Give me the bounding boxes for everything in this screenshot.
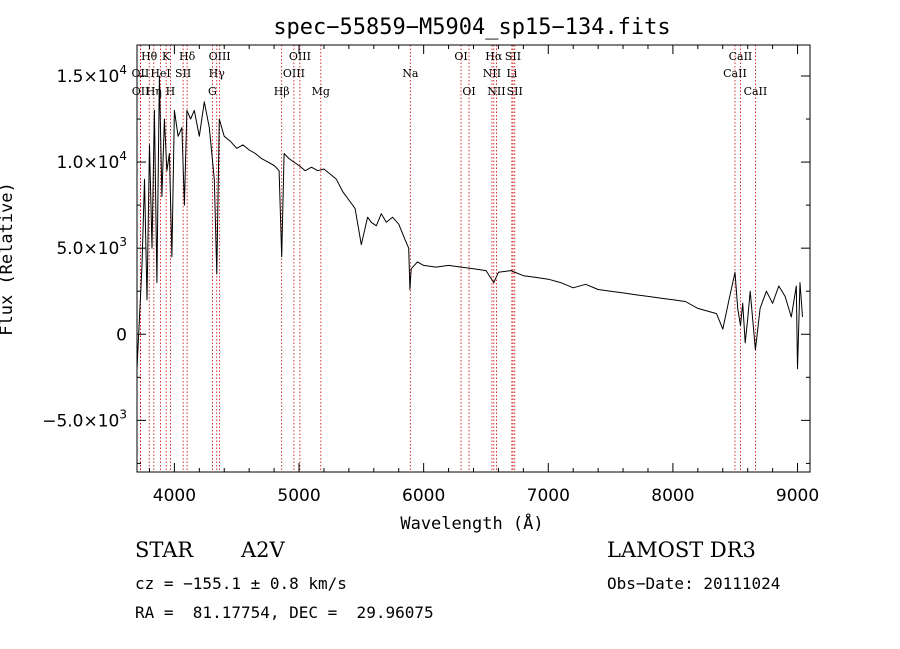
spectral-line-label: G — [208, 85, 217, 98]
spectrum-line — [136, 75, 803, 370]
object-subclass: A2V — [241, 538, 285, 562]
spectral-line-label: CaII — [723, 67, 747, 80]
spectral-line-label: Mg — [312, 85, 330, 98]
spectrum-series — [136, 75, 803, 370]
x-tick-label: 4000 — [153, 486, 196, 506]
x-tick-label: 5000 — [277, 486, 320, 506]
x-tick-label: 8000 — [651, 486, 694, 506]
redshift-readout: cz = −155.1 ± 0.8 km/s — [135, 574, 347, 593]
y-tick-exponent: 3 — [119, 235, 127, 249]
y-tick-exponent: 4 — [119, 149, 127, 163]
y-tick-exponent: 3 — [119, 407, 127, 421]
spectral-line-label: Hδ — [179, 50, 196, 63]
y-tick-mantissa: 5.0×10 — [56, 239, 119, 259]
spectral-line-label: Li — [506, 67, 517, 80]
spectral-line-label: Hα — [485, 50, 503, 63]
x-tick-label: 7000 — [527, 486, 570, 506]
spectral-line-label: OIII — [289, 50, 311, 63]
spectral-line-markers — [139, 45, 756, 472]
x-axis-title: Wavelength (Å) — [400, 512, 543, 534]
y-tick-label: 1.5×104 — [56, 63, 127, 87]
spectral-line-label: OI — [462, 85, 475, 98]
spectral-line-label: Hγ — [209, 67, 226, 80]
spectral-line-label: H — [166, 85, 176, 98]
spectral-line-label: OI — [454, 50, 467, 63]
spectral-line-label: SII — [175, 67, 191, 80]
y-tick-label: −5.0×103 — [42, 407, 127, 431]
spectral-line-label: CaII — [744, 85, 768, 98]
spectral-line-label: Hη — [146, 85, 162, 98]
chart-title: spec−55859−M5904_sp15−134.fits — [273, 15, 670, 40]
axis-ticks: 4000 5000 6000 7000 8000 9000−5.0×10305.0×103… — [42, 45, 819, 506]
y-tick-exponent: 4 — [119, 63, 127, 77]
spectral-line-label: SII — [507, 85, 523, 98]
y-tick-label: 5.0×103 — [56, 235, 127, 259]
spectral-line-label: Hβ — [274, 85, 290, 98]
survey-name: LAMOST DR3 — [607, 538, 756, 562]
spectral-line-label: Hθ — [141, 50, 158, 63]
spectral-line-label: HeI — [150, 67, 170, 80]
y-tick-label: 1.0×104 — [56, 149, 127, 173]
spectral-line-label: OII — [132, 85, 150, 98]
spectral-line-label: K — [162, 50, 171, 63]
coordinates-readout: RA = 81.17754, DEC = 29.96075 — [135, 603, 434, 622]
spectral-line-label: OIII — [283, 67, 305, 80]
spectral-line-label: SII — [505, 50, 521, 63]
obs-date: Obs−Date: 20111024 — [607, 574, 781, 593]
y-axis-title: Flux (Relative) — [0, 182, 17, 336]
x-tick-label: 9000 — [776, 486, 819, 506]
x-tick-label: 6000 — [402, 486, 445, 506]
y-tick-label: 0 — [116, 325, 127, 345]
plot-frame — [136, 44, 811, 473]
spectral-line-label: Na — [402, 67, 419, 80]
y-tick-mantissa: 1.5×10 — [56, 67, 119, 87]
y-tick-mantissa: 1.0×10 — [56, 153, 119, 173]
spectral-line-label: NII — [483, 67, 501, 80]
spectral-line-label: CaII — [729, 50, 753, 63]
object-class: STAR — [135, 538, 194, 562]
spectral-line-label: NII — [487, 85, 505, 98]
spectral-line-label: OIII — [209, 50, 231, 63]
spectral-line-label: OII — [132, 67, 150, 80]
y-tick-mantissa: 0 — [116, 325, 127, 345]
y-tick-mantissa: −5.0×10 — [42, 411, 119, 431]
